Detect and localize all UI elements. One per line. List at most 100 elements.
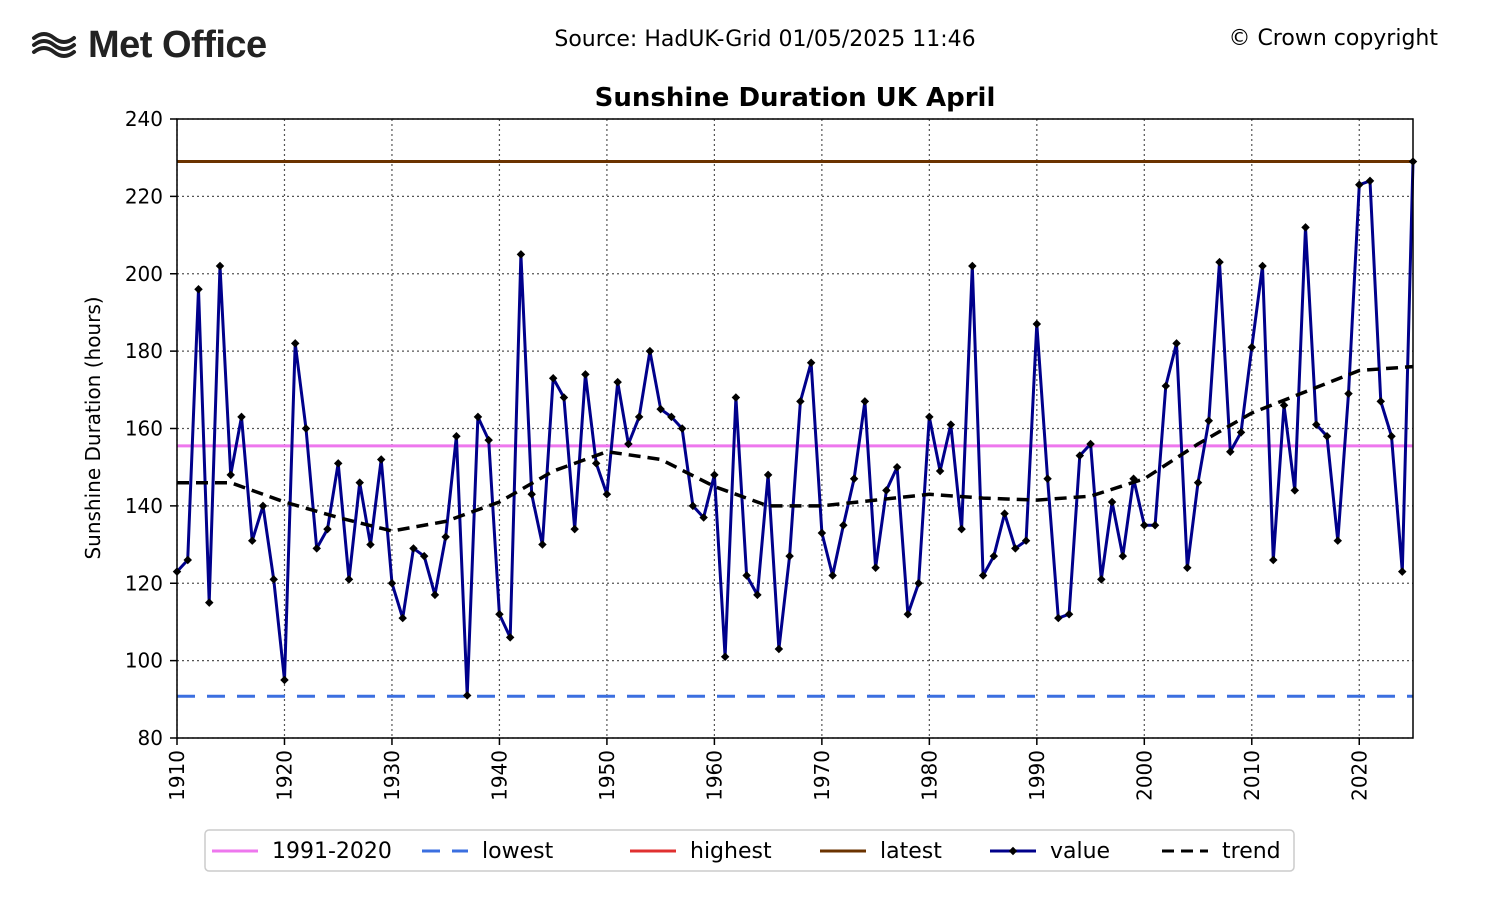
y-axis-label: Sunshine Duration (hours) xyxy=(81,296,105,559)
value-point xyxy=(441,532,450,542)
legend-label: highest xyxy=(690,839,772,864)
value-point xyxy=(215,261,225,271)
value-point xyxy=(1075,451,1085,460)
x-tick-label: 1920 xyxy=(272,750,296,801)
value-point xyxy=(376,455,386,464)
value-point xyxy=(312,544,321,553)
value-point xyxy=(1172,339,1181,348)
x-tick-label: 1910 xyxy=(165,750,189,801)
value-point xyxy=(194,284,203,294)
value-point xyxy=(366,540,375,549)
reference-lines xyxy=(177,160,1413,698)
value-point xyxy=(581,370,590,379)
value-point xyxy=(645,346,655,356)
legend-item: 1991-2020 xyxy=(212,839,392,864)
y-tick-label: 160 xyxy=(125,417,163,441)
x-tick-label: 1940 xyxy=(487,750,511,801)
logo-text: Met Office xyxy=(88,24,267,66)
value-point xyxy=(957,524,966,534)
value-point xyxy=(699,513,708,522)
value-point xyxy=(731,393,741,402)
value-point xyxy=(935,466,945,476)
legend-marker xyxy=(1008,846,1018,856)
value-point xyxy=(785,551,794,561)
x-tick-label: 1990 xyxy=(1025,750,1049,801)
value-point xyxy=(1279,401,1289,410)
value-point xyxy=(355,478,364,487)
x-tick-label: 2000 xyxy=(1132,750,1156,801)
y-tick-label: 240 xyxy=(125,107,163,131)
value-point xyxy=(419,551,429,561)
value-series-line xyxy=(175,161,1415,697)
value-point xyxy=(946,420,956,429)
legend-item: trend xyxy=(1162,839,1281,864)
value-point xyxy=(968,261,977,271)
value-point xyxy=(1376,397,1385,406)
x-tick-label: 2020 xyxy=(1347,750,1371,801)
value-point xyxy=(333,459,343,468)
value-point xyxy=(1365,176,1375,186)
value-point xyxy=(1161,381,1171,391)
value-point xyxy=(613,377,622,387)
value-point xyxy=(484,435,493,445)
value-point xyxy=(290,339,300,348)
copyright-label: © Crown copyright xyxy=(1228,26,1438,51)
value-point xyxy=(387,579,397,588)
value-point xyxy=(667,412,676,422)
value-point xyxy=(280,675,289,685)
value-point xyxy=(495,609,504,619)
legend-label: 1991-2020 xyxy=(272,839,392,864)
y-tick-label: 120 xyxy=(125,571,163,595)
value-point xyxy=(570,524,579,534)
value-point xyxy=(774,644,784,654)
chart-title: Sunshine Duration UK April xyxy=(595,83,996,113)
series-layer xyxy=(172,157,1418,700)
y-tick-label: 200 xyxy=(125,262,163,286)
value-point xyxy=(527,490,536,499)
value-point xyxy=(763,470,773,480)
value-point xyxy=(1269,555,1278,565)
legend-label: lowest xyxy=(482,839,554,864)
value-point xyxy=(1236,428,1246,437)
value-point xyxy=(828,571,837,580)
value-point xyxy=(1043,474,1052,484)
value-point xyxy=(473,412,483,422)
value-point xyxy=(452,431,461,441)
x-axis: 1910 1920 1930 1940 1950 1960 1970 1980 1990 2000… xyxy=(165,738,1371,801)
value-point xyxy=(1215,257,1224,267)
x-tick-label: 1930 xyxy=(380,750,404,801)
value-point xyxy=(892,462,902,472)
value-point xyxy=(591,459,601,468)
legend-item: highest xyxy=(630,839,772,864)
value-point xyxy=(602,490,612,499)
value-point xyxy=(1193,478,1203,487)
value-point xyxy=(753,590,762,600)
value-point xyxy=(1129,474,1138,484)
value-point xyxy=(871,563,880,573)
value-point xyxy=(720,652,730,661)
value-point xyxy=(1107,497,1117,507)
value-point xyxy=(462,691,472,700)
value-point xyxy=(634,412,644,422)
value-point xyxy=(323,524,332,534)
value-point xyxy=(1333,536,1343,545)
value-point xyxy=(1301,223,1310,232)
legend-box xyxy=(204,829,1295,872)
value-point xyxy=(860,397,870,406)
value-point xyxy=(1355,180,1364,190)
value-point xyxy=(1032,319,1042,329)
value-point xyxy=(978,571,988,580)
value-point xyxy=(1097,575,1106,584)
value-point xyxy=(925,412,934,422)
value-point xyxy=(677,424,687,433)
value-point xyxy=(559,393,569,402)
value-point xyxy=(624,439,633,449)
value-point xyxy=(1312,420,1321,429)
value-point xyxy=(1064,609,1074,619)
x-tick-label: 2010 xyxy=(1240,750,1264,801)
value-point xyxy=(1204,416,1214,426)
y-tick-label: 140 xyxy=(125,494,163,518)
trend-series-line xyxy=(177,364,1414,533)
x-tick-label: 1950 xyxy=(595,750,619,801)
